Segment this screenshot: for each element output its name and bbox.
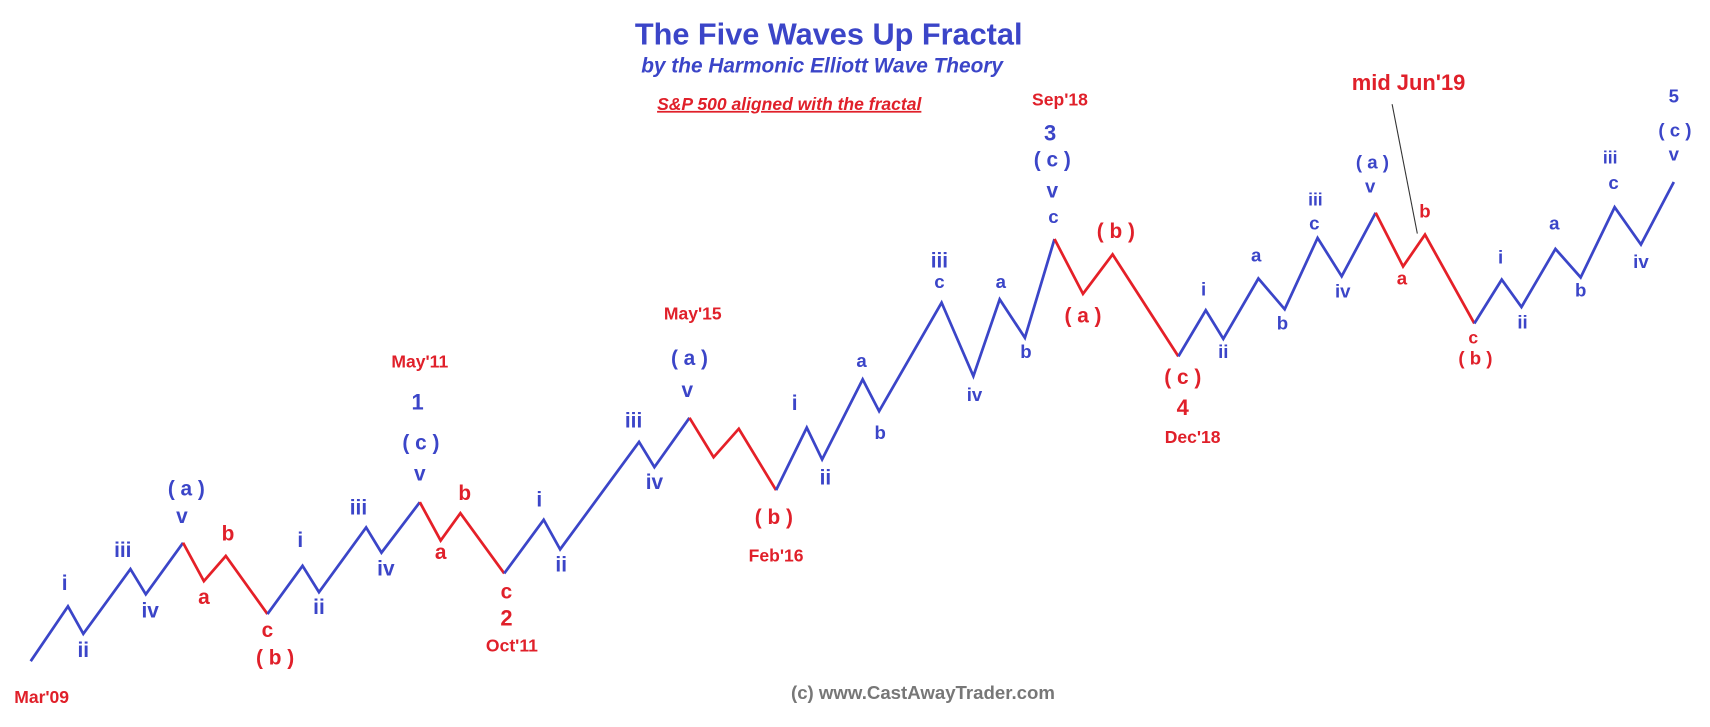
wave-label: ( c ) <box>1658 120 1691 141</box>
wave-label: c <box>1468 327 1478 347</box>
wave-label: a <box>996 271 1007 292</box>
wave-label: Feb'16 <box>749 546 804 566</box>
wave-down <box>1374 212 1476 325</box>
wave-label: ( b ) <box>755 506 793 529</box>
wave-label: b <box>875 422 886 443</box>
wave-label: iii <box>350 496 367 519</box>
wave-label: ii <box>78 639 90 662</box>
wave-label: ii <box>820 467 832 490</box>
wave-label: May'15 <box>664 303 722 323</box>
wave-label: c <box>501 581 513 604</box>
wave-label: 2 <box>500 605 512 630</box>
wave-label: iv <box>377 558 395 581</box>
wave-label: b <box>1419 201 1430 222</box>
wave-label: c <box>1309 213 1319 234</box>
wave-up <box>503 416 691 575</box>
wave-label: Mar'09 <box>14 687 69 707</box>
wave-down <box>418 501 506 575</box>
wave-label: a <box>198 586 210 609</box>
credit: (c) www.CastAwayTrader.com <box>791 682 1055 703</box>
wave-label: a <box>1549 213 1560 234</box>
wave-label: v <box>1365 175 1376 196</box>
wave-label: 5 <box>1669 86 1679 107</box>
wave-label: May'11 <box>391 352 448 372</box>
wave-label: ii <box>1517 311 1527 332</box>
wave-up <box>1473 181 1676 325</box>
wave-label: ( a ) <box>671 347 708 370</box>
title: The Five Waves Up Fractal <box>635 16 1023 51</box>
wave-label: iv <box>141 599 159 622</box>
wave-label: b <box>222 523 235 546</box>
wave-label: 1 <box>412 389 424 414</box>
wave-label: Oct'11 <box>486 636 538 656</box>
wave-label: v <box>681 379 693 402</box>
wave-label: iv <box>1633 251 1649 272</box>
wave-label: i <box>792 392 798 415</box>
wave-up <box>1177 212 1377 358</box>
wave-up <box>29 541 185 662</box>
wave-label: v <box>414 462 426 485</box>
wave-label: ( b ) <box>256 647 294 670</box>
wave-label: v <box>1047 179 1059 202</box>
wave-label: iii <box>114 539 131 562</box>
wave-label: ( a ) <box>168 478 205 501</box>
wave-label: ( b ) <box>1458 348 1492 369</box>
wave-label: Dec'18 <box>1165 427 1221 447</box>
wave-label: ii <box>555 553 567 576</box>
wave-label: i <box>62 572 68 595</box>
wave-label: a <box>1397 268 1408 289</box>
wave-label: iii <box>1308 189 1323 209</box>
wave-label: c <box>262 619 274 642</box>
wave-label: ( c ) <box>1034 149 1071 172</box>
wave-label: ( a ) <box>1356 151 1389 172</box>
wave-label: a <box>856 350 867 371</box>
wave-down <box>1053 238 1180 358</box>
subtitle: by the Harmonic Elliott Wave Theory <box>641 54 1004 77</box>
wave-label: b <box>1277 312 1288 333</box>
wave-label: iii <box>931 250 948 273</box>
wave-up <box>266 501 421 615</box>
wave-label: ( a ) <box>1064 304 1101 327</box>
wave-label: i <box>536 489 542 512</box>
wave-label: b <box>1575 280 1586 301</box>
wave-down <box>181 542 269 615</box>
wave-label: ( c ) <box>1164 366 1201 389</box>
wave-label: iv <box>646 471 664 494</box>
wave-label: i <box>1498 247 1503 268</box>
wave-label: v <box>1669 144 1680 165</box>
wave-label: ( b ) <box>1097 220 1135 243</box>
wave-label: ( c ) <box>402 432 439 455</box>
wave-label: iv <box>967 384 983 405</box>
wave-label: ii <box>313 596 325 619</box>
wave-label: Sep'18 <box>1032 90 1088 110</box>
pointer <box>1391 104 1418 234</box>
wave-label: 4 <box>1177 395 1190 420</box>
wave-label: iii <box>625 410 642 433</box>
wave-label: iv <box>1335 281 1351 302</box>
wave-label: c <box>1608 172 1618 193</box>
wave-label: iii <box>1603 148 1618 168</box>
wave-label: b <box>1020 341 1031 362</box>
wave-down <box>688 417 778 491</box>
wave-label: c <box>934 271 944 292</box>
wave-label: v <box>176 505 188 528</box>
wave-label: i <box>1201 279 1206 300</box>
wave-label: ii <box>1218 341 1228 362</box>
wave-label: 3 <box>1044 121 1056 146</box>
wave-label: a <box>435 541 447 564</box>
note: S&P 500 aligned with the fractal <box>657 94 922 114</box>
wave-label: b <box>458 482 471 505</box>
wave-label: a <box>1251 245 1262 266</box>
wave-label: mid Jun'19 <box>1352 70 1466 95</box>
wave-label: c <box>1048 206 1058 227</box>
wave-label: i <box>297 529 303 552</box>
wave-path <box>29 181 1676 662</box>
wave-up <box>774 238 1056 491</box>
